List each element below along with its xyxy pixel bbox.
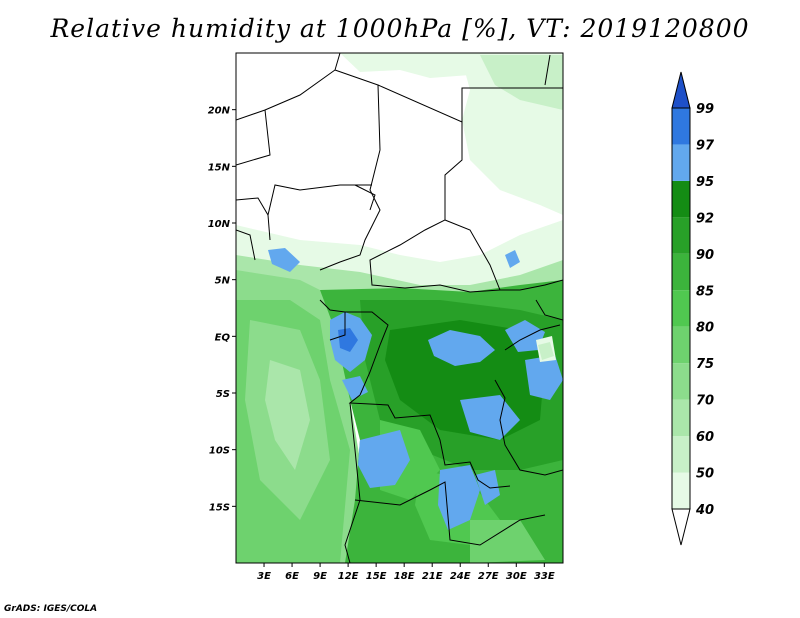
humidity-field [236, 53, 563, 563]
colorbar-swatch [672, 180, 690, 218]
colorbar-swatch [672, 363, 690, 400]
lat-tick-label: 15N [208, 162, 231, 173]
colorbar-swatch [672, 217, 690, 254]
lat-tick-label: 5N [215, 276, 231, 287]
colorbar-level-label: 50 [696, 467, 714, 482]
lat-tick-label: 5S [216, 389, 230, 400]
colorbar-level-label: 85 [696, 284, 714, 299]
colorbar-under-triangle [671, 508, 691, 546]
colorbar-swatch [672, 326, 690, 364]
colorbar-level-label: 80 [696, 321, 714, 336]
colorbar-level-label: 92 [696, 211, 714, 226]
colorbar-level-label: 99 [696, 102, 714, 117]
colorbar-level-label: 70 [696, 394, 714, 409]
lat-tick-label: 10N [208, 219, 231, 230]
country-borders [236, 53, 563, 563]
colorbar-swatch [672, 290, 690, 327]
colorbar-over-triangle [671, 71, 691, 109]
colorbar-swatch [672, 144, 690, 181]
lat-tick-label: 15S [209, 502, 230, 513]
colorbar-level-label: 95 [696, 175, 714, 190]
colorbar: 40 50 60 70 75 80 85 90 92 95 97 99 [671, 71, 715, 546]
colorbar-swatch [672, 108, 690, 145]
colorbar-swatch [672, 472, 690, 509]
lat-tick-label: 20N [208, 106, 231, 117]
lon-tick-label: 24E [450, 571, 471, 582]
colorbar-level-label: 40 [695, 503, 714, 518]
lon-tick-label: 33E [534, 571, 555, 582]
colorbar-frame [671, 107, 691, 510]
plot-frame [235, 52, 564, 564]
lat-tick-label: 10S [209, 446, 230, 457]
colorbar-level-label: 97 [696, 138, 715, 153]
lon-tick-label: 18E [394, 571, 415, 582]
lon-tick-label: 27E [478, 571, 499, 582]
colorbar-swatch [672, 253, 690, 291]
map-title: Relative humidity at 1000hPa [%], VT: 20… [50, 14, 750, 43]
colorbar-swatch [672, 399, 690, 437]
lon-tick-label: 6E [285, 571, 299, 582]
lat-tick-label: EQ [215, 332, 231, 343]
colorbar-level-label: 90 [696, 248, 714, 263]
lon-tick-label: 21E [422, 571, 443, 582]
colorbar-level-label: 60 [696, 430, 714, 445]
colorbar-level-label: 75 [696, 357, 714, 372]
lon-tick-label: 9E [313, 571, 327, 582]
colorbar-swatch [672, 436, 690, 473]
latitude-axis: 20N 15N 10N 5N EQ 5S 10S 15S [208, 106, 236, 513]
grads-credit: GrADS: IGES/COLA [4, 604, 98, 614]
lon-tick-label: 12E [338, 571, 359, 582]
longitude-axis: 3E 6E 9E 12E 15E 18E 21E 24E 27E 30E 33E [257, 563, 555, 582]
lon-tick-label: 30E [506, 571, 527, 582]
lon-tick-label: 15E [366, 571, 387, 582]
lon-tick-label: 3E [257, 571, 271, 582]
